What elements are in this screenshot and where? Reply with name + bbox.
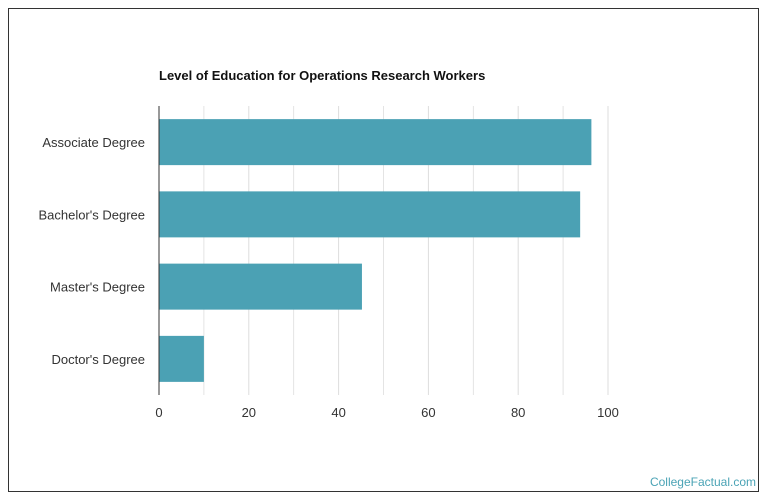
x-tick-label: 40 [331,405,345,420]
bar[interactable] [159,119,592,166]
x-tick-label: 80 [511,405,525,420]
category-label: Associate Degree [42,135,145,150]
chart-title: Level of Education for Operations Resear… [159,68,485,83]
chart-bars [159,119,592,382]
x-tick-label: 20 [242,405,256,420]
category-label: Doctor's Degree [51,352,145,367]
category-label: Master's Degree [50,280,145,295]
category-labels: Associate Degree Bachelor's Degree Master'… [38,135,145,367]
x-tick-label: 100 [597,405,619,420]
x-tick-label: 0 [155,405,162,420]
bar[interactable] [159,191,581,238]
bar[interactable] [159,335,204,382]
bar[interactable] [159,263,362,310]
x-tick-label: 60 [421,405,435,420]
x-axis-tick-labels: 0 20 40 60 80 100 [155,405,618,420]
credit-link[interactable]: CollegeFactual.com [649,475,756,489]
category-label: Bachelor's Degree [38,207,145,222]
